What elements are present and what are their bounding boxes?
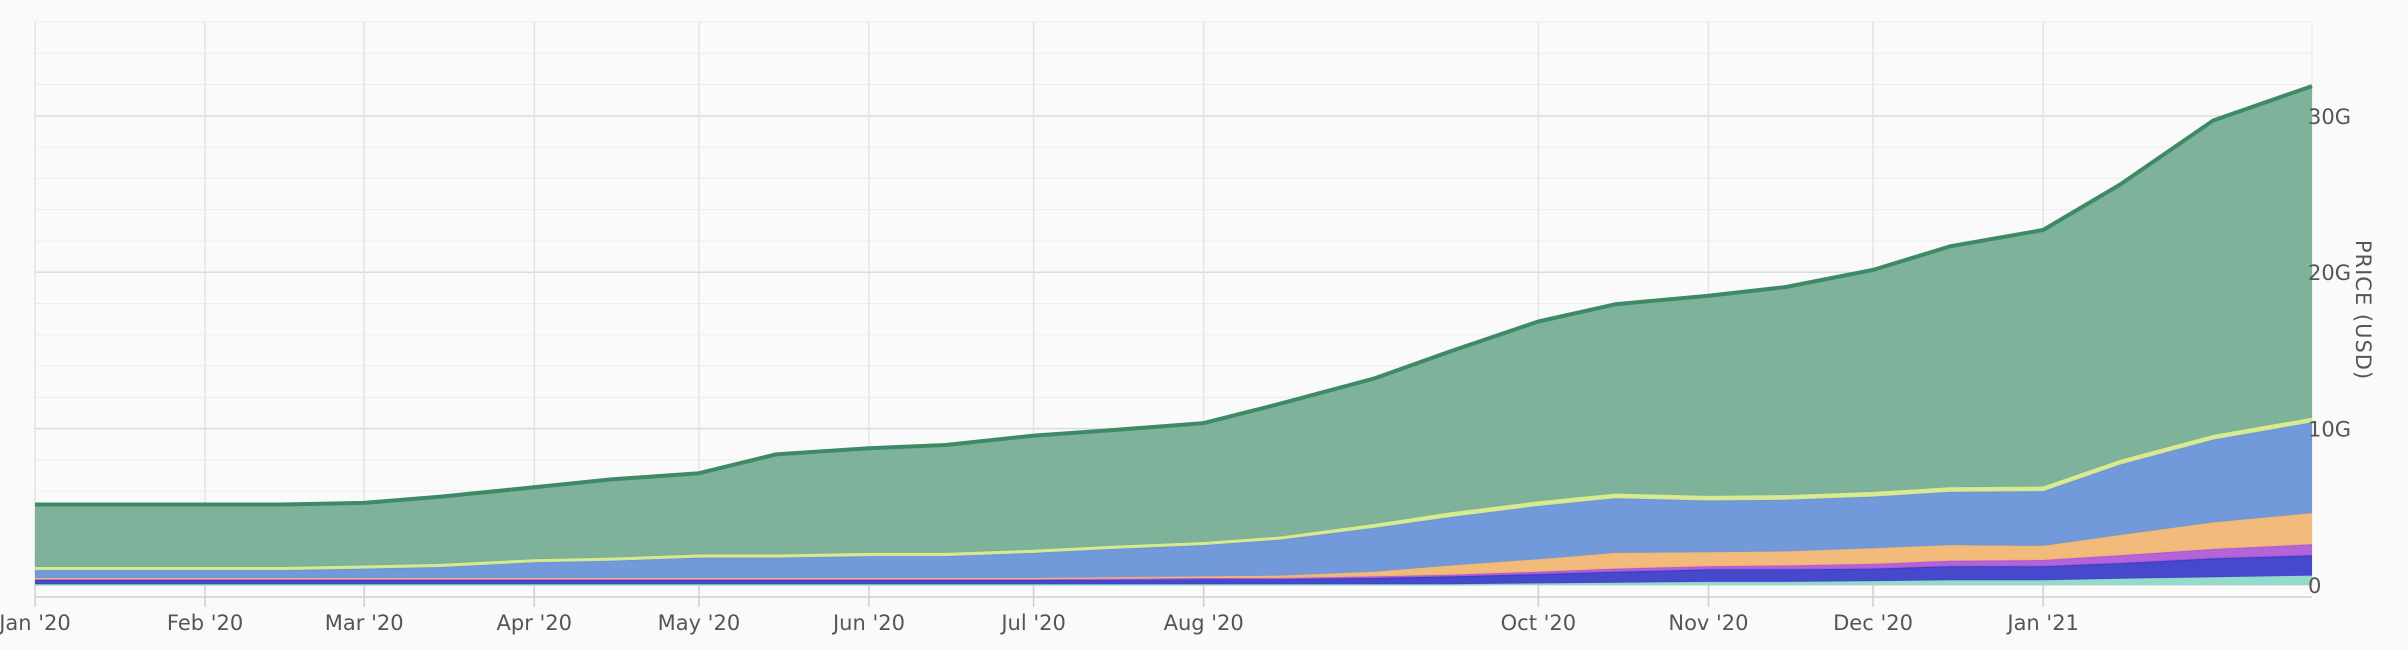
x-tick-label: Nov '20 [1668,611,1748,635]
x-tick-label: Jan '20 [0,611,71,635]
y-tick-label: 10G [2308,418,2351,442]
y-tick-label: 0 [2308,574,2321,598]
x-tick-label: Aug '20 [1164,611,1244,635]
area-series-2 [35,555,2312,585]
area-series-7 [35,86,2312,567]
x-tick-label: Jul '20 [999,611,1066,635]
y-axis-title: PRICE (USD) [2351,240,2375,380]
axes: Jan '20 Feb '20 Mar '20 Apr '20 May '20 Jun '… [0,105,2351,635]
area-series-6 [35,417,2312,571]
y-tick-label: 20G [2308,261,2351,285]
area-series-line-7 [35,84,2313,507]
x-tick-label: Dec '20 [1833,611,1913,635]
x-tick-label: May '20 [658,611,741,635]
x-tick-label: Mar '20 [325,611,404,635]
x-tick-label: Jan '21 [2005,611,2079,635]
x-tick-label: Jun '20 [831,611,905,635]
x-tick-label: Oct '20 [1501,611,1576,635]
x-tick-label: Feb '20 [167,611,243,635]
y-tick-label: 30G [2308,105,2351,129]
area-series-5 [35,422,2312,578]
plot-area [35,84,2313,586]
x-tick-label: Apr '20 [497,611,573,635]
area-series-4 [35,513,2312,579]
